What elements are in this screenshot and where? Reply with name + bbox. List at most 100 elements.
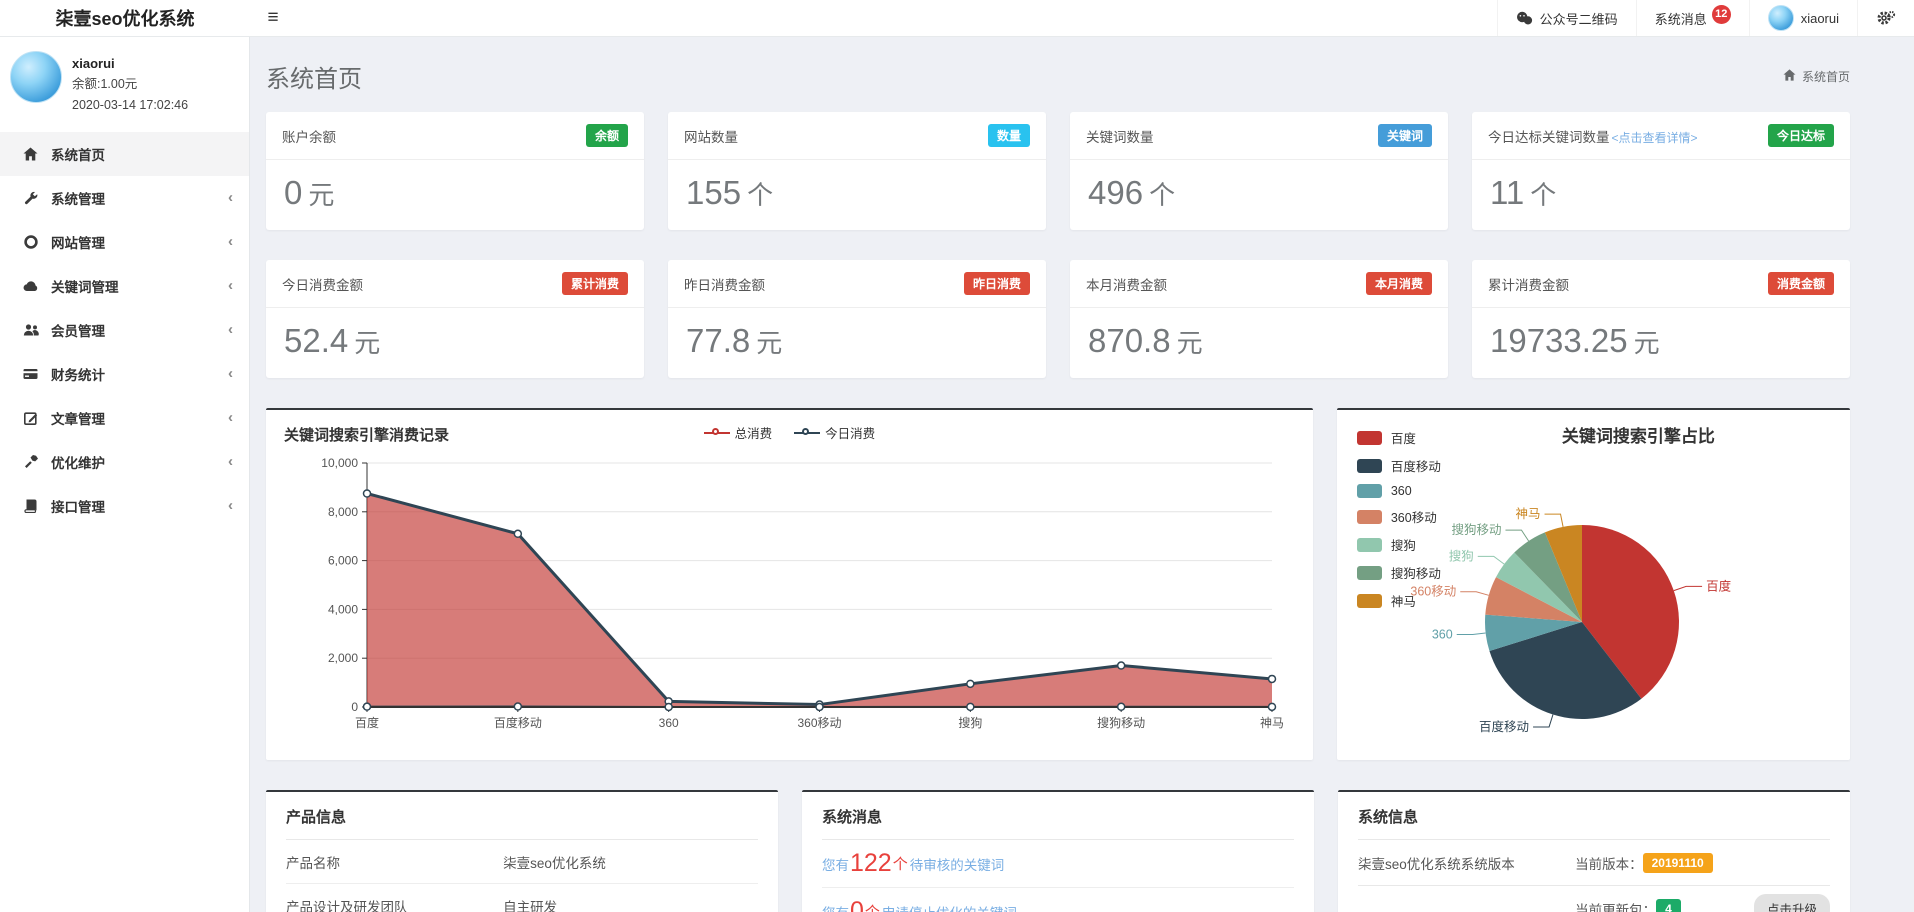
pie-legend-item[interactable]: 搜狗	[1356, 535, 1441, 554]
pie-legend-item[interactable]: 神马	[1356, 591, 1441, 610]
settings-menu-item[interactable]	[1857, 0, 1914, 36]
stat-label: 网站数量	[684, 129, 738, 145]
gears-icon	[1876, 10, 1896, 26]
legend-label: 百度移动	[1390, 460, 1441, 474]
system-messages-menu-item[interactable]: 系统消息 12	[1635, 0, 1749, 36]
chart-legend: 总消费 今日消费	[266, 423, 1313, 442]
svg-text:8,000: 8,000	[328, 505, 358, 519]
status-badge: 累计消费	[561, 272, 628, 295]
message-suffix: 申请停止优化的关键词	[882, 902, 1017, 912]
sidebar-item-optimize-maintain[interactable]: 优化维护 ‹	[0, 440, 249, 484]
brand-title: 柒壹seo优化系统	[55, 9, 195, 29]
status-badge: 关键词	[1377, 124, 1432, 147]
tools-icon	[22, 454, 39, 469]
stat-label: 本月消费金额	[1086, 277, 1167, 293]
version-badge: 20191110	[1642, 852, 1713, 873]
status-badge: 今日达标	[1767, 124, 1834, 147]
stat-unit: 元	[308, 180, 335, 210]
sidebar-item-home[interactable]: 系统首页	[0, 131, 249, 176]
legend-swatch	[1356, 537, 1382, 552]
pie-legend-item[interactable]: 百度	[1356, 428, 1441, 447]
message-suffix: 待审核的关键词	[909, 857, 1005, 873]
sidebar-user-avatar	[10, 51, 62, 103]
status-badge: 昨日消费	[963, 272, 1030, 295]
legend-item-today[interactable]: 今日消费	[794, 423, 875, 442]
sidebar-item-member-mgmt[interactable]: 会员管理 ‹	[0, 308, 249, 352]
pie-legend-item[interactable]: 360移动	[1356, 507, 1441, 526]
message-prefix: 您有	[822, 857, 849, 873]
sidebar-item-finance-stats[interactable]: 财务统计 ‹	[0, 352, 249, 396]
pie-legend: 百度 百度移动 360 360移动 搜狗 搜狗移动 神马	[1356, 428, 1441, 610]
sidebar-item-label: 文章管理	[51, 411, 105, 427]
sidebar: xiaorui 余额:1.00元 2020-03-14 17:02:46 系统首…	[0, 37, 250, 912]
sidebar-user-panel: xiaorui 余额:1.00元 2020-03-14 17:02:46	[0, 37, 249, 132]
sidebar-toggle-button[interactable]: ≡	[267, 7, 279, 28]
stat-card-month-spend: 本月消费金额 本月消费 870.8 元	[1070, 260, 1448, 378]
sidebar-user-datetime: 2020-03-14 17:02:46	[72, 98, 189, 113]
table-row: 产品设计及研发团队 自主研发	[286, 884, 758, 912]
stat-unit: 个	[1149, 180, 1176, 210]
svg-text:4,000: 4,000	[328, 602, 358, 616]
legend-swatch	[1356, 565, 1382, 580]
consumption-chart-panel: 关键词搜索引擎消费记录 总消费 今日消费 0 2,000	[266, 408, 1313, 760]
pie-legend-item[interactable]: 搜狗移动	[1356, 563, 1441, 582]
navbar-spacer	[296, 0, 1497, 36]
svg-text:百度: 百度	[355, 715, 379, 730]
sidebar-item-api-mgmt[interactable]: 接口管理 ‹	[0, 484, 249, 528]
sidebar-item-label: 系统首页	[51, 147, 105, 163]
user-menu-item[interactable]: xiaorui	[1748, 0, 1857, 36]
legend-label: 360移动	[1390, 511, 1437, 525]
stat-unit: 元	[1176, 328, 1203, 358]
sidebar-menu: 系统首页 系统管理 ‹ 网站管理 ‹ 关键词管理 ‹	[0, 131, 249, 528]
stat-unit: 元	[354, 328, 381, 358]
breadcrumb[interactable]: 系统首页	[1783, 68, 1850, 85]
chevron-left-icon: ‹	[228, 277, 233, 295]
message-row[interactable]: 您有 122 个 待审核的关键词	[822, 840, 1294, 888]
legend-item-total[interactable]: 总消费	[703, 423, 772, 442]
view-details-link[interactable]: <点击查看详情>	[1611, 130, 1698, 145]
chevron-left-icon: ‹	[228, 233, 233, 251]
users-icon	[22, 323, 39, 336]
sidebar-item-label: 系统管理	[51, 191, 105, 207]
stat-label: 今日消费金额	[282, 277, 363, 293]
update-pack-label: 当前更新包：	[1575, 902, 1657, 912]
pie-chart-title: 关键词搜索引擎占比	[1561, 427, 1715, 446]
sidebar-item-label: 关键词管理	[51, 279, 119, 295]
legend-swatch	[1356, 509, 1382, 524]
stat-label: 昨日消费金额	[684, 277, 765, 293]
stat-cards-row-2: 今日消费金额 累计消费 52.4 元 昨日消费金额 昨日消费 77.8 元 本月消费…	[266, 260, 1850, 378]
legend-swatch	[1356, 430, 1382, 445]
chevron-left-icon: ‹	[228, 497, 233, 515]
sidebar-user-balance: 余额:1.00元	[72, 77, 138, 92]
message-row[interactable]: 您有 0 个 申请停止优化的关键词	[822, 888, 1294, 912]
charts-row: 关键词搜索引擎消费记录 总消费 今日消费 0 2,000	[266, 408, 1850, 760]
legend-label: 今日消费	[825, 427, 876, 441]
stat-value: 496	[1088, 174, 1144, 211]
sidebar-item-website-mgmt[interactable]: 网站管理 ‹	[0, 220, 249, 264]
svg-text:0: 0	[351, 700, 358, 714]
status-badge: 余额	[585, 124, 628, 147]
row-label: 产品设计及研发团队	[286, 899, 408, 912]
sidebar-item-article-mgmt[interactable]: 文章管理 ‹	[0, 396, 249, 440]
sidebar-item-system-mgmt[interactable]: 系统管理 ‹	[0, 176, 249, 220]
pie-legend-item[interactable]: 360	[1356, 484, 1441, 498]
message-prefix: 您有	[822, 902, 849, 912]
upgrade-button[interactable]: 点击升级	[1753, 894, 1830, 912]
sidebar-item-keyword-mgmt[interactable]: 关键词管理 ‹	[0, 264, 249, 308]
chevron-left-icon: ‹	[228, 189, 233, 207]
svg-text:百度移动: 百度移动	[1479, 719, 1529, 734]
pie-legend-item[interactable]: 百度移动	[1356, 456, 1441, 475]
stat-label: 今日达标关键词数量	[1488, 129, 1610, 145]
legend-swatch	[1356, 458, 1382, 473]
consumption-line-chart: 0 2,000 4,000 6,000 8,000 10,000 百度 百度移动 360 360移…	[321, 456, 1284, 730]
row-label: 产品名称	[286, 855, 340, 871]
qrcode-menu-item[interactable]: 公众号二维码	[1496, 0, 1636, 36]
line-marker-icon	[703, 427, 730, 438]
legend-label: 搜狗移动	[1390, 567, 1441, 581]
sidebar-item-label: 优化维护	[51, 455, 105, 471]
username-label: xiaorui	[1800, 10, 1839, 26]
message-count: 122	[850, 849, 892, 877]
